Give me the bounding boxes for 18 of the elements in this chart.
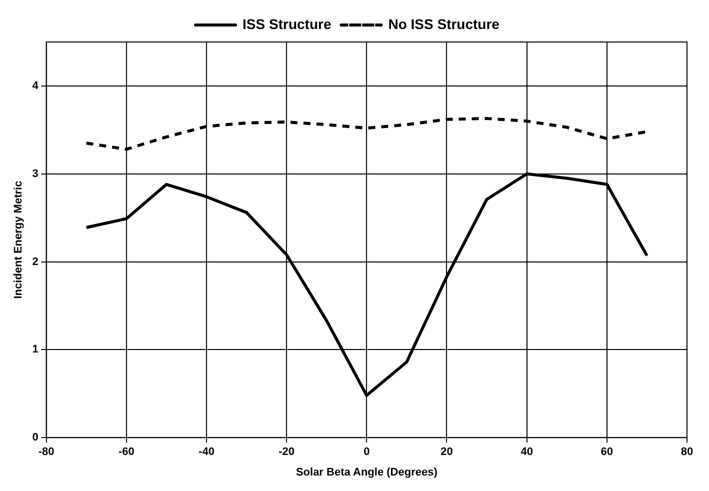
x-tick-label: -20: [278, 446, 295, 458]
x-tick-label: 80: [680, 446, 694, 458]
x-tick-label: -40: [198, 446, 214, 458]
y-tick-label: 4: [32, 80, 40, 92]
x-tick-label: -80: [38, 446, 54, 458]
y-tick-label: 0: [32, 432, 38, 444]
y-tick-label: 3: [32, 168, 38, 180]
x-tick-label: 40: [520, 446, 533, 458]
y-tick-label: 2: [32, 256, 38, 268]
x-tick-label: -60: [118, 446, 134, 458]
x-tick-label: 20: [440, 446, 453, 458]
x-tick-label: 0: [364, 446, 370, 458]
legend-label: No ISS Structure: [388, 16, 500, 32]
x-axis-title: Solar Beta Angle (Degrees): [296, 466, 438, 478]
x-tick-label: 60: [600, 446, 614, 458]
legend-label: ISS Structure: [242, 16, 332, 32]
y-axis-title: Incident Energy Metric: [12, 180, 25, 299]
y-tick-label: 1: [32, 344, 38, 356]
